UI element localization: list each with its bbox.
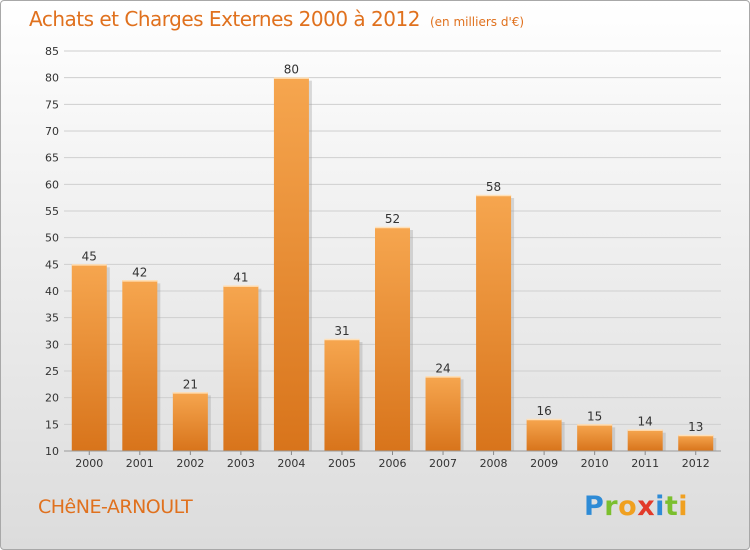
y-tick-label: 70 [45, 125, 59, 138]
y-tick-label: 15 [45, 418, 59, 431]
x-tick-label: 2001 [126, 457, 154, 470]
bar-2004 [273, 77, 309, 452]
bar-2009 [526, 419, 562, 451]
y-tick-label: 30 [45, 338, 59, 351]
logo-letter: P [584, 491, 605, 522]
title-text: Achats et Charges Externes 2000 à 2012 [29, 7, 420, 31]
x-tick-label: 2012 [682, 457, 710, 470]
x-tick-label: 2006 [379, 457, 407, 470]
x-tick-label: 2008 [480, 457, 508, 470]
bar-2011 [627, 429, 663, 451]
data-labels: 45 42 21 41 80 31 52 24 58 16 15 14 13 [82, 63, 704, 434]
logo-letter: o [618, 491, 638, 522]
x-tick-label: 2009 [530, 457, 558, 470]
y-tick-label: 75 [45, 98, 59, 111]
x-tick-label: 2007 [429, 457, 457, 470]
chart-title: Achats et Charges Externes 2000 à 2012 (e… [29, 7, 524, 31]
bar-2002 [172, 392, 208, 451]
y-tick-label: 80 [45, 72, 59, 85]
data-label: 13 [688, 420, 703, 434]
y-tick-label: 20 [45, 392, 59, 405]
y-tick-label: 35 [45, 312, 59, 325]
y-tick-label: 50 [45, 232, 59, 245]
data-label: 15 [587, 409, 602, 423]
bar-2006 [375, 227, 410, 451]
town-name: CHêNE-ARNOULT [38, 496, 193, 518]
data-label: 14 [638, 415, 653, 429]
bar-2008 [476, 195, 512, 451]
x-tick-label: 2004 [277, 457, 305, 470]
y-tick-label: 65 [45, 152, 59, 165]
y-tick-label: 85 [45, 45, 59, 58]
data-label: 16 [536, 404, 551, 418]
x-tick-label: 2005 [328, 457, 356, 470]
logo-letter: t [664, 491, 679, 522]
logo-letter: i [678, 491, 689, 522]
bar-2000 [71, 264, 107, 451]
bar-2005 [324, 339, 360, 451]
bar-2012 [678, 435, 714, 451]
data-label: 80 [284, 63, 299, 77]
y-tick-label: 55 [45, 205, 59, 218]
logo-letter: r [604, 491, 619, 522]
bar-2003 [223, 285, 259, 451]
y-tick-label: 10 [45, 445, 59, 458]
y-tick-label: 60 [45, 178, 59, 191]
data-label: 21 [183, 377, 198, 391]
data-label: 45 [82, 249, 97, 263]
bar-2001 [122, 280, 158, 451]
data-label: 41 [233, 271, 248, 285]
x-tick-label: 2000 [75, 457, 103, 470]
y-tick-label: 25 [45, 365, 59, 378]
logo-letter: i [655, 491, 665, 522]
bar-2010 [577, 424, 613, 451]
y-tick-label: 40 [45, 285, 59, 298]
y-tick-label: 45 [45, 258, 59, 271]
x-tick-label: 2002 [176, 457, 204, 470]
x-tick-label: 2011 [631, 457, 659, 470]
logo-letter: x [637, 491, 656, 522]
x-tick-label: 2003 [227, 457, 255, 470]
proxiti-logo: Proxiti [584, 491, 688, 522]
data-label: 24 [435, 361, 450, 375]
data-label: 31 [334, 324, 349, 338]
data-label: 42 [132, 265, 147, 279]
x-axis-ticks: 2000 2001 2002 2003 2004 2005 2006 2007 2008 2009… [64, 450, 721, 470]
bar-2007 [425, 376, 461, 451]
bars [71, 77, 717, 452]
unit-label: (en milliers d'€) [429, 15, 525, 29]
data-label: 52 [385, 212, 400, 226]
data-label: 58 [486, 180, 501, 194]
y-axis-ticks: 10 15 20 25 30 35 40 45 50 55 60 65 70 75 80 85 [45, 45, 59, 458]
x-tick-label: 2010 [581, 457, 609, 470]
